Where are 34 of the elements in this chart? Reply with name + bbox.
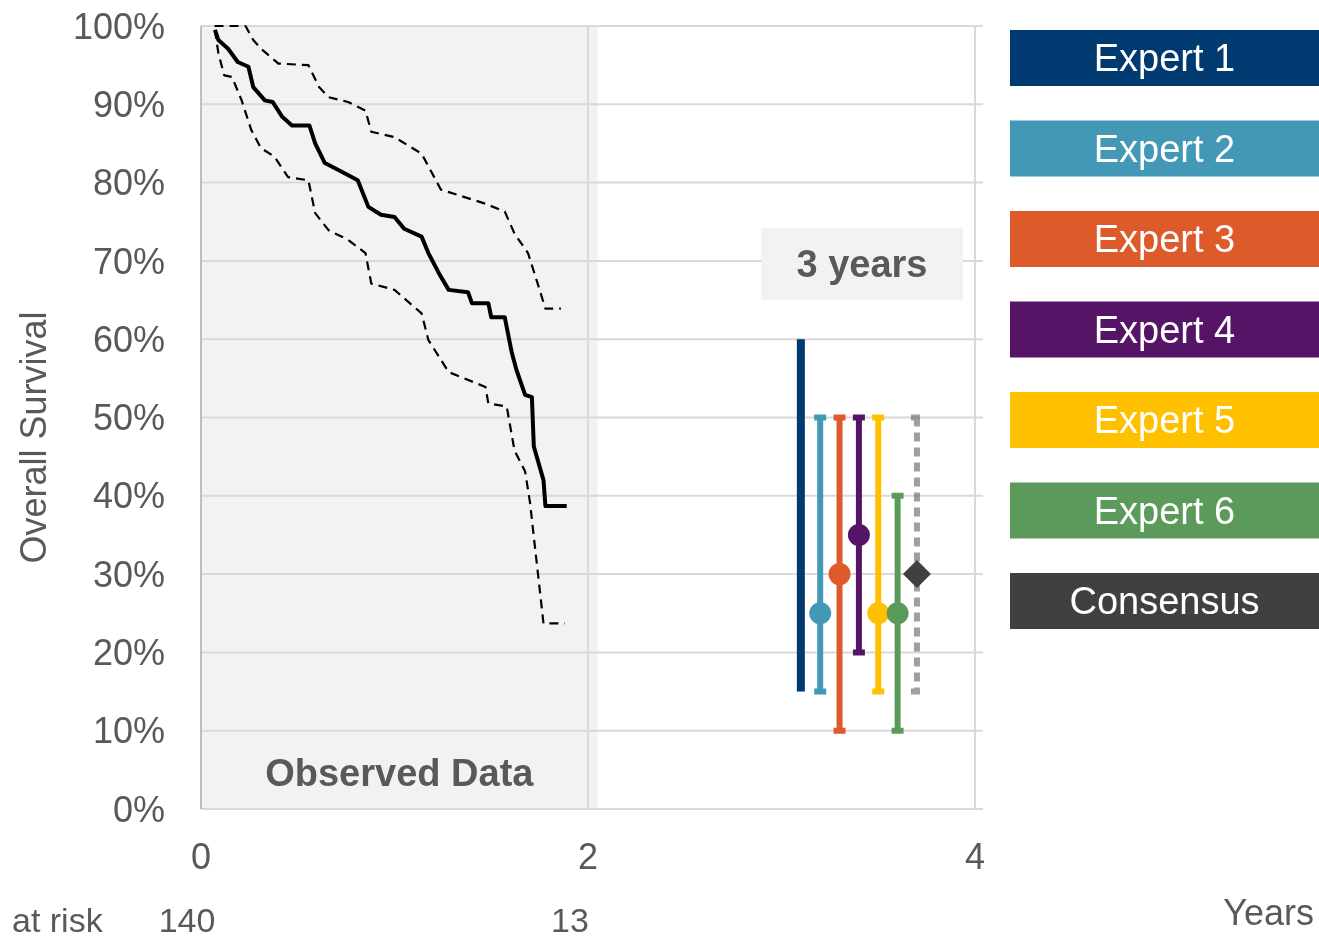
- annotation: 3 years: [796, 243, 928, 286]
- y-tick-label: 50%: [92, 397, 165, 439]
- text: 13: [551, 901, 589, 936]
- x-tick-label: 2: [577, 836, 599, 877]
- x-tick-label: 4: [964, 836, 986, 877]
- text: Expert 6: [1093, 489, 1236, 532]
- text: at risk: [12, 901, 104, 936]
- y-tick-label: 100%: [72, 5, 165, 47]
- y-axis-title: Overall Survival: [13, 311, 54, 564]
- y-tick-label: 40%: [92, 475, 165, 517]
- point: [886, 602, 909, 625]
- text: Expert 2: [1093, 127, 1236, 170]
- y-tick-label: 30%: [92, 553, 165, 595]
- text: Expert 4: [1093, 308, 1236, 351]
- x-tick-label: 0: [190, 836, 212, 877]
- text: Consensus: [1069, 580, 1260, 623]
- band-label: Observed Data: [265, 752, 535, 794]
- y-tick-label: 20%: [92, 632, 165, 673]
- point: [828, 563, 851, 586]
- text: Expert 5: [1093, 399, 1236, 442]
- y-tick-label: 10%: [92, 710, 165, 752]
- y-tick-label: 60%: [92, 318, 165, 360]
- y-tick-label: 70%: [92, 240, 165, 282]
- y-tick-label: 90%: [92, 83, 165, 125]
- point: [847, 523, 870, 546]
- text: Expert 3: [1093, 218, 1236, 261]
- text: Years: [1223, 892, 1314, 933]
- text: 140: [158, 901, 216, 936]
- y-tick-label: 0%: [112, 788, 165, 830]
- point: [867, 602, 890, 625]
- point: [902, 560, 931, 589]
- point: [809, 602, 832, 625]
- y-tick-label: 80%: [92, 162, 165, 204]
- text: Expert 1: [1093, 37, 1236, 80]
